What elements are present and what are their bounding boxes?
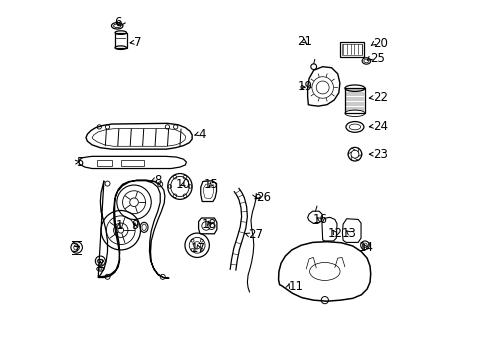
Text: 4: 4 — [198, 127, 205, 141]
Text: 16: 16 — [312, 213, 326, 226]
Text: 17: 17 — [191, 242, 205, 255]
Text: 23: 23 — [373, 148, 387, 161]
Text: 25: 25 — [369, 51, 384, 64]
Text: 6: 6 — [114, 16, 122, 29]
Text: 19: 19 — [297, 80, 312, 93]
Text: 27: 27 — [247, 228, 263, 241]
Bar — [97, 160, 112, 166]
Text: 24: 24 — [373, 120, 388, 133]
Text: 2: 2 — [97, 258, 104, 271]
Bar — [341, 44, 362, 55]
Text: 5: 5 — [76, 156, 83, 168]
Bar — [344, 88, 364, 113]
Text: 18: 18 — [202, 218, 216, 231]
Text: 15: 15 — [203, 178, 219, 191]
Text: 11: 11 — [287, 280, 303, 293]
Bar — [121, 160, 144, 166]
Bar — [115, 33, 126, 48]
Bar — [339, 42, 363, 57]
Text: 7: 7 — [134, 36, 141, 49]
Text: 3: 3 — [71, 242, 79, 255]
Text: 21: 21 — [297, 35, 312, 49]
Text: 13: 13 — [341, 226, 356, 239]
Text: 22: 22 — [373, 91, 388, 104]
Text: 14: 14 — [358, 241, 372, 254]
Text: 8: 8 — [154, 174, 161, 186]
Text: 26: 26 — [255, 191, 270, 204]
Text: 9: 9 — [131, 219, 139, 233]
Text: 20: 20 — [373, 37, 387, 50]
Text: 1: 1 — [115, 219, 122, 233]
Text: 10: 10 — [176, 178, 191, 191]
Text: 12: 12 — [326, 226, 342, 239]
